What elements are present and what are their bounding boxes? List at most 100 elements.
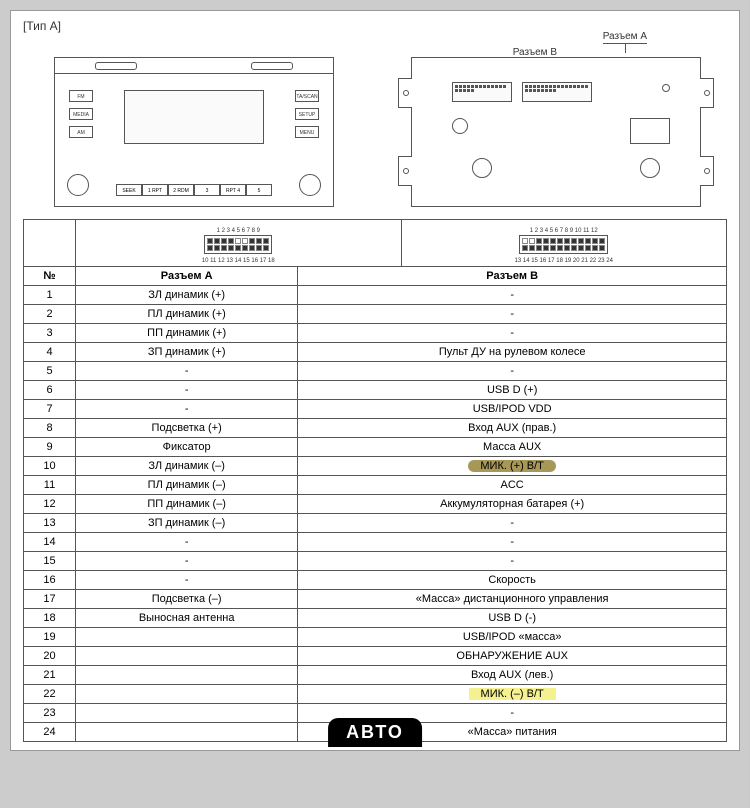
radio-back-diagram: Разъем А Разъем В: [385, 37, 727, 207]
table-row: 3ПП динамик (+)-: [24, 324, 727, 343]
pin-number: 20: [24, 647, 76, 666]
pin-a-value: -: [76, 381, 298, 400]
pin-number: 19: [24, 628, 76, 647]
pin-number: 22: [24, 685, 76, 704]
btn-tascan: TA/SCAN: [295, 90, 319, 102]
pin-number: 17: [24, 590, 76, 609]
avto-badge: АВТО: [328, 718, 422, 747]
table-row: 6-USB D (+): [24, 381, 727, 400]
col-a-header: Разъем А: [76, 267, 298, 286]
pin-a-value: -: [76, 552, 298, 571]
pin-b-value: ACC: [298, 476, 727, 495]
table-row: 8Подсветка (+)Вход AUX (прав.): [24, 419, 727, 438]
pin-b-value: USB/IPOD VDD: [298, 400, 727, 419]
highlight-yellow: МИК. (–) B/T: [469, 688, 556, 700]
pin-a-value: Выносная антенна: [76, 609, 298, 628]
pin-number: 15: [24, 552, 76, 571]
connector-b-diagram: 1 2 3 4 5 6 7 8 9 10 11 12 13 14 15 16 1…: [402, 220, 727, 266]
btn-media: MEDIA: [69, 108, 93, 120]
pin-b-value: Вход AUX (прав.): [298, 419, 727, 438]
table-row: 18Выносная антеннаUSB D (-): [24, 609, 727, 628]
knob-right: [299, 174, 321, 196]
pin-number: 10: [24, 457, 76, 476]
pin-number: 12: [24, 495, 76, 514]
pin-number: 23: [24, 704, 76, 723]
pin-a-value: ЗП динамик (–): [76, 514, 298, 533]
pin-number: 7: [24, 400, 76, 419]
back-panel-block: [630, 118, 670, 144]
pin-b-value: Вход AUX (лев.): [298, 666, 727, 685]
btn-am: AM: [69, 126, 93, 138]
pin-number: 21: [24, 666, 76, 685]
pin-b-value: -: [298, 362, 727, 381]
pin-b-value: МИК. (+) B/T: [298, 457, 727, 476]
table-row: 20 ОБНАРУЖЕНИЕ AUX: [24, 647, 727, 666]
pin-a-value: ЗП динамик (+): [76, 343, 298, 362]
table-row: 16-Скорость: [24, 571, 727, 590]
pin-b-value: Аккумуляторная батарея (+): [298, 495, 727, 514]
table-row: 4ЗП динамик (+)Пульт ДУ на рулевом колес…: [24, 343, 727, 362]
connector-diagram-row: 1 2 3 4 5 6 7 8 9 10 11 12 13 14 15 16 1…: [23, 219, 727, 266]
pin-b-value: МИК. (–) B/T: [298, 685, 727, 704]
pin-a-value: -: [76, 571, 298, 590]
back-screw: [662, 84, 670, 92]
pin-b-value: -: [298, 552, 727, 571]
pin-b-value: USB/IPOD «масса»: [298, 628, 727, 647]
pin-number: 16: [24, 571, 76, 590]
table-row: 5--: [24, 362, 727, 381]
pin-a-value: [76, 666, 298, 685]
pin-b-value: -: [298, 533, 727, 552]
pin-b-value: Масса AUX: [298, 438, 727, 457]
pin-number: 18: [24, 609, 76, 628]
pin-b-value: Скорость: [298, 571, 727, 590]
table-row: 19 USB/IPOD «масса»: [24, 628, 727, 647]
pin-a-value: ПП динамик (+): [76, 324, 298, 343]
knob-left: [67, 174, 89, 196]
pin-number: 3: [24, 324, 76, 343]
table-row: 11ПЛ динамик (–)ACC: [24, 476, 727, 495]
table-row: 9ФиксаторМасса AUX: [24, 438, 727, 457]
pin-a-value: Подсветка (+): [76, 419, 298, 438]
top-diagrams: FM MEDIA AM TA/SCAN SETUP MENU SEEK 1 RP…: [23, 37, 727, 207]
pinout-header-row: № Разъем А Разъем В: [24, 267, 727, 286]
btn-fm: FM: [69, 90, 93, 102]
connector-a-diagram: 1 2 3 4 5 6 7 8 9 10 11 12 13 14 15 16 1…: [76, 220, 402, 266]
pinout-section: 1 2 3 4 5 6 7 8 9 10 11 12 13 14 15 16 1…: [23, 219, 727, 742]
table-row: 15--: [24, 552, 727, 571]
back-connector-b: [452, 82, 512, 102]
pin-a-value: Подсветка (–): [76, 590, 298, 609]
pin-b-value: -: [298, 305, 727, 324]
pin-number: 8: [24, 419, 76, 438]
table-row: 22 МИК. (–) B/T: [24, 685, 727, 704]
connector-a-callout: Разъем А: [603, 31, 647, 44]
back-connector-a: [522, 82, 592, 102]
pin-a-value: ЗЛ динамик (–): [76, 457, 298, 476]
pin-b-value: ОБНАРУЖЕНИЕ AUX: [298, 647, 727, 666]
pin-number: 5: [24, 362, 76, 381]
pin-number: 6: [24, 381, 76, 400]
pinout-table: № Разъем А Разъем В 1ЗЛ динамик (+)-2ПЛ …: [23, 266, 727, 742]
pin-a-value: ПП динамик (–): [76, 495, 298, 514]
pin-b-value: «Масса» дистанционного управления: [298, 590, 727, 609]
pin-b-value: -: [298, 324, 727, 343]
table-row: 10ЗЛ динамик (–)МИК. (+) B/T: [24, 457, 727, 476]
pin-a-value: [76, 704, 298, 723]
pin-a-value: ЗЛ динамик (+): [76, 286, 298, 305]
col-num-header: №: [24, 267, 76, 286]
bottom-button-row: SEEK 1 RPT 2 RDM 3 RPT 4 5: [116, 184, 272, 196]
pin-b-value: -: [298, 286, 727, 305]
pin-a-value: [76, 647, 298, 666]
table-row: 1ЗЛ динамик (+)-: [24, 286, 727, 305]
pin-a-value: ПЛ динамик (–): [76, 476, 298, 495]
pin-b-value: -: [298, 514, 727, 533]
table-row: 7-USB/IPOD VDD: [24, 400, 727, 419]
pin-a-value: -: [76, 533, 298, 552]
pin-a-value: [76, 685, 298, 704]
back-port-3: [640, 158, 660, 178]
pin-b-value: USB D (+): [298, 381, 727, 400]
pin-number: 4: [24, 343, 76, 362]
pin-a-value: Фиксатор: [76, 438, 298, 457]
pin-number: 13: [24, 514, 76, 533]
pin-b-value: Пульт ДУ на рулевом колесе: [298, 343, 727, 362]
pin-a-value: [76, 628, 298, 647]
